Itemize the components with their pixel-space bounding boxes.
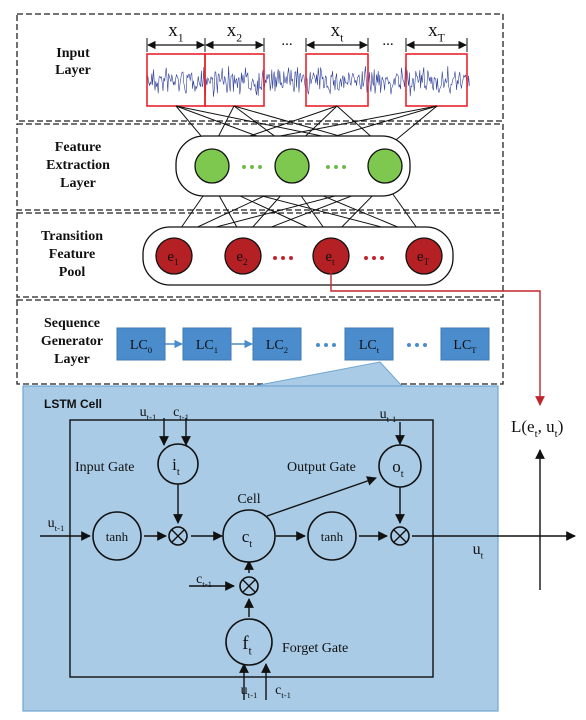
pool-node-label-4: eT (417, 249, 430, 268)
tanh-label-2: tanh (321, 529, 344, 544)
lc-box-3 (252, 327, 302, 361)
output-gate-u-prev-label: ut-1 (380, 407, 397, 424)
tanh-label-1: tanh (106, 529, 129, 544)
forget-gate-label: Forget Gate (282, 641, 348, 656)
forget-mult-c-prev-label: ct-1 (196, 572, 212, 589)
forget-gate-u-prev-label: ut-1 (241, 683, 258, 700)
loss-path-arrow (330, 270, 545, 406)
input-layer-frame (16, 13, 504, 122)
loss-label: L(et, ut) (511, 417, 563, 440)
pool-dots-1 (273, 256, 293, 260)
feature-dots-2 (326, 165, 346, 169)
pool-layer-frame (16, 212, 504, 298)
lc-box-5 (440, 327, 490, 361)
lstm-zoom-callout (253, 361, 404, 387)
pool-node-container (142, 226, 454, 286)
pool-node-2 (224, 237, 262, 275)
pool-node-label-1: e1 (167, 249, 179, 268)
tanh-node-2 (307, 511, 357, 561)
lc-dots-2 (407, 343, 427, 347)
pool-dots-2 (364, 256, 384, 260)
lstm-edge (242, 579, 256, 593)
output-u-label: ut (473, 541, 484, 561)
input-window-label-3: xt (331, 20, 345, 44)
lc-box-label-4: LCt (359, 338, 380, 355)
input-gate-label: Input Gate (75, 460, 134, 475)
feature-node-2 (274, 148, 310, 184)
lstm-internals: tanh tanh it ot ct ft Input Gate Output Gate Cel… (40, 405, 576, 700)
output-gate-node (378, 444, 422, 488)
pool-node-label-2: e2 (236, 249, 248, 268)
input-gate-u-prev-label: ut-1 (140, 405, 157, 422)
cell-label: Cell (237, 492, 260, 507)
pool-node-label-3: et (325, 249, 335, 268)
lstm-inner-frame (69, 419, 434, 678)
lstm-cell-title: LSTM Cell (44, 397, 102, 411)
forget-gate-node (225, 618, 273, 666)
feature-node-1 (194, 148, 230, 184)
input-window-label-4: xT (428, 20, 445, 44)
cell-to-output-gate-edge (266, 476, 377, 517)
input-window-1 (146, 53, 206, 107)
feature-layer-label: Feature Extraction Layer (46, 140, 110, 191)
feature-dots-1 (242, 165, 262, 169)
lc-box-label-1: LC0 (130, 338, 152, 355)
pool-node-4 (405, 237, 443, 275)
input-windows: x1 x2 xt xT (146, 20, 468, 107)
forget-gate-c-prev-label: ct-1 (275, 683, 291, 700)
lstm-edge (171, 529, 185, 543)
cell-node-label: ct (242, 527, 253, 550)
input-signal-waveform (146, 66, 470, 97)
input-window-label-1: x1 (168, 20, 184, 44)
lc-box-label-2: LC1 (196, 338, 218, 355)
tanh-node-1 (92, 511, 142, 561)
input-gate-node (157, 443, 199, 485)
input-ellipsis-2: ... (382, 33, 393, 49)
cell-node (222, 509, 276, 563)
cell-input-u-prev-label: ut-1 (48, 516, 65, 533)
feature-node-3 (367, 148, 403, 184)
sequence-layer-label: Sequence Generator Layer (41, 316, 103, 367)
sequence-layer-frame (16, 299, 504, 385)
input-ellipsis-1: ... (281, 33, 292, 49)
input-gate-c-prev-label: ct-1 (173, 405, 189, 422)
lstm-edge (393, 529, 407, 543)
feature-layer-frame (16, 123, 504, 211)
input-layer-label: Input Layer (55, 46, 91, 78)
pool-layer-label: Transition Feature Pool (41, 229, 103, 280)
lc-box-label-3: LC2 (266, 338, 288, 355)
forget-gate-node-label: ft (242, 633, 252, 657)
input-gate-node-label: it (172, 455, 180, 478)
lc-boxes: LC0 LC1 LC2 LCt LCT (116, 327, 490, 361)
loss-label-text: L(et, ut) (511, 417, 563, 440)
lc-dots-1 (316, 343, 336, 347)
lc-box-label-5: LCT (453, 338, 477, 355)
output-gate-node-label: ot (392, 457, 404, 480)
input-window-label-2: x2 (227, 20, 243, 44)
output-gate-label: Output Gate (287, 460, 356, 475)
lc-box-4 (344, 327, 394, 361)
pool-node-1 (155, 237, 193, 275)
